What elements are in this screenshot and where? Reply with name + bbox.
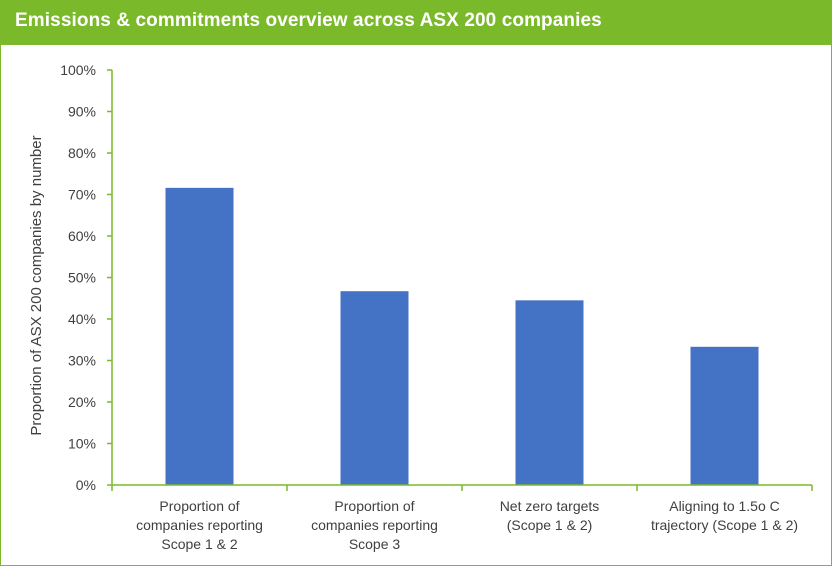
y-tick-label: 0% [76, 477, 96, 493]
y-tick-label: 80% [68, 145, 96, 161]
y-tick-label: 30% [68, 353, 96, 369]
bars [165, 187, 759, 486]
bar [165, 187, 234, 486]
chart-header: Emissions & commitments overview across … [1, 1, 831, 45]
y-tick-label: 40% [68, 311, 96, 327]
x-category-label: Proportion of companies reporting Scope 1 … [136, 498, 263, 552]
y-tick-label: 50% [68, 270, 96, 286]
y-tick-label: 70% [68, 187, 96, 203]
x-axis-labels: Proportion of companies reporting Scope 1 … [111, 485, 813, 552]
y-tick-label: 90% [68, 104, 96, 120]
y-tick-label: 60% [68, 228, 96, 244]
y-tick-label: 10% [68, 436, 96, 452]
y-axis-label: Proportion of ASX 200 companies by numbe… [28, 135, 45, 435]
bar [340, 291, 409, 485]
y-tick-label: 20% [68, 394, 96, 410]
x-category-label: Net zero targets (Scope 1 & 2) [500, 498, 600, 533]
bar [690, 346, 759, 485]
bar [515, 300, 584, 485]
chart-title: Emissions & commitments overview across … [15, 10, 602, 31]
y-tick-label: 100% [60, 62, 96, 78]
y-axis-ticks: 0% 10% 20% 30% 40% 50% 60% 70% 80% 90% 100% [60, 62, 112, 493]
x-category-label: Proportion of companies reporting Scope 3 [311, 498, 438, 552]
